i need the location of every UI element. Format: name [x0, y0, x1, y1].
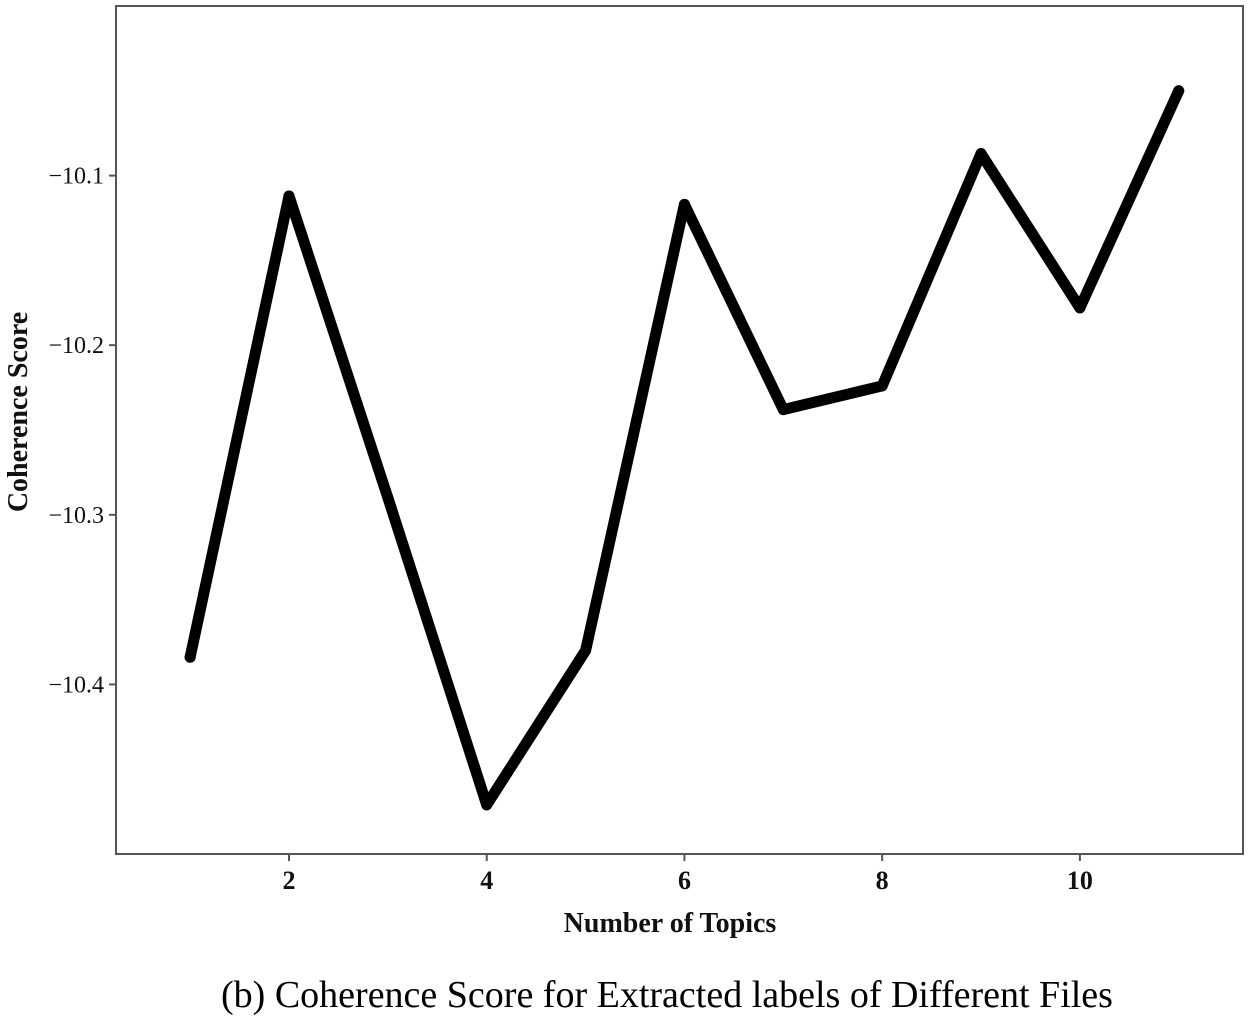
- data-point: [382, 492, 394, 504]
- data-point: [1074, 302, 1086, 314]
- data-point: [1173, 85, 1185, 97]
- data-point: [481, 799, 493, 811]
- y-tick-label: −10.1: [48, 164, 104, 190]
- plot-frame: [115, 5, 1244, 855]
- figure-caption: (b) Coherence Score for Extracted labels…: [221, 974, 1113, 1016]
- x-tick-label: 10: [1067, 866, 1093, 895]
- data-point: [975, 148, 987, 160]
- y-axis-ticks: −10.1 −10.2 −10.3 −10.4: [48, 164, 116, 698]
- y-tick-label: −10.4: [48, 672, 104, 698]
- data-point: [580, 644, 592, 656]
- data-point: [777, 404, 789, 416]
- x-axis-ticks: 2 4 6 8 10: [283, 854, 1093, 895]
- x-tick-label: 6: [678, 866, 691, 895]
- data-point: [876, 380, 888, 392]
- x-axis-title: Number of Topics: [564, 908, 777, 939]
- data-point: [184, 651, 196, 663]
- y-axis-title: Coherence Score: [3, 312, 34, 512]
- y-tick-label: −10.3: [48, 503, 104, 529]
- data-points: [184, 85, 1185, 811]
- data-point: [283, 190, 295, 202]
- x-tick-label: 4: [480, 866, 493, 895]
- series-line: [184, 85, 1185, 811]
- x-tick-label: 2: [283, 866, 296, 895]
- x-tick-label: 8: [876, 866, 889, 895]
- y-tick-label: −10.2: [48, 333, 104, 359]
- data-point: [678, 198, 690, 210]
